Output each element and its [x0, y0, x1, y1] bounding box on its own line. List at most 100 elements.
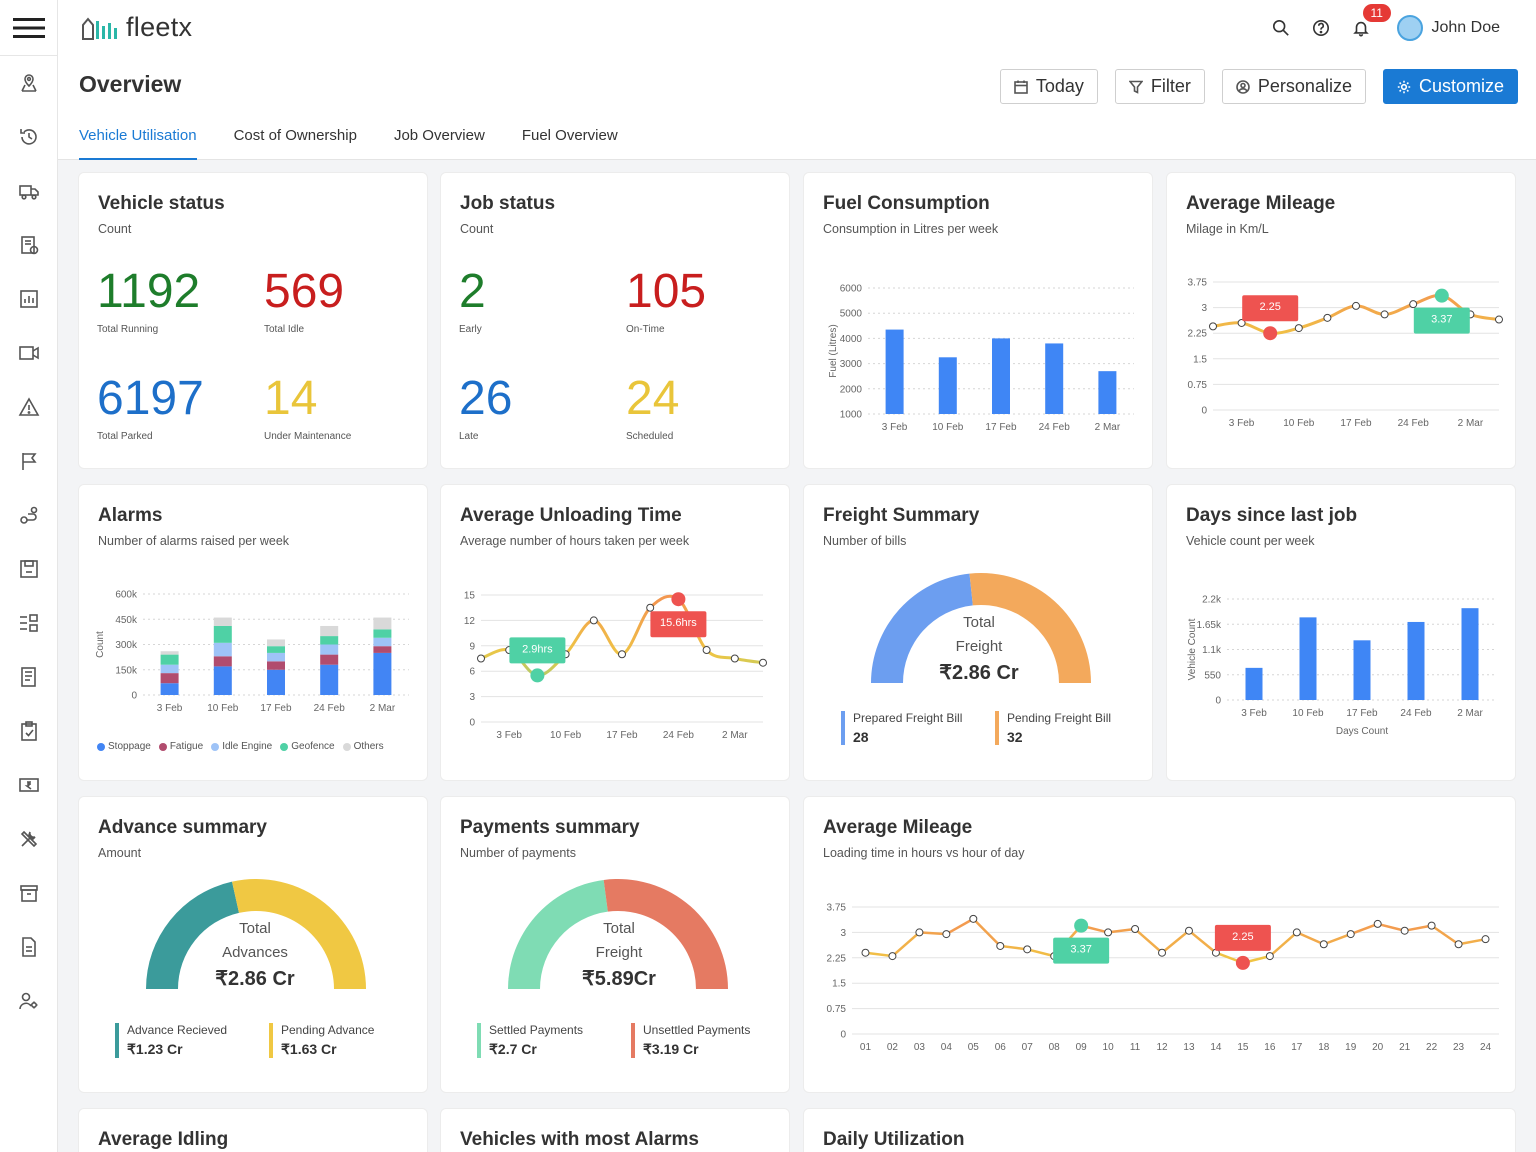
- map-pin-icon[interactable]: [0, 56, 58, 110]
- document-icon[interactable]: [0, 650, 58, 704]
- legend-item[interactable]: Idle Engine: [211, 741, 272, 752]
- personalize-button[interactable]: Personalize: [1221, 69, 1366, 104]
- x-tick-label: 2 Mar: [1458, 418, 1484, 429]
- average-mileage-hourly-card[interactable]: Average Mileage Loading time in hours vs…: [803, 796, 1516, 1093]
- bar-segment: [160, 673, 179, 684]
- daily-utilization-card[interactable]: Daily Utilization: [803, 1108, 1516, 1152]
- legend-item[interactable]: Others: [342, 741, 384, 752]
- gauge-total: ₹5.89Cr: [582, 968, 656, 990]
- advance-summary-card[interactable]: Advance summary Amount Total Advances ₹2…: [78, 796, 428, 1093]
- tab-job-overview[interactable]: Job Overview: [393, 127, 485, 144]
- average-idling-card[interactable]: Average Idling: [78, 1108, 428, 1152]
- data-point: [1265, 952, 1274, 961]
- page-title: Overview: [79, 71, 182, 97]
- notification-badge: 11: [1362, 4, 1391, 22]
- unloading-chart: 0 3 6 9 12 15 2.9hrs 15.6hrs 3 Feb 10 Feb 17 Feb 24…: [464, 591, 767, 741]
- x-tick-label: 17 Feb: [260, 703, 292, 714]
- user-settings-icon[interactable]: [0, 974, 58, 1028]
- series-line-segment: [972, 917, 1002, 947]
- stat-on-time[interactable]: 105 On-Time: [626, 268, 706, 336]
- clipboard-check-icon[interactable]: [0, 704, 58, 758]
- data-point: [1292, 928, 1301, 937]
- menu-icon[interactable]: [0, 0, 58, 56]
- tab-fuel-overview[interactable]: Fuel Overview: [521, 127, 618, 144]
- stat-scheduled[interactable]: 24 Scheduled: [626, 375, 679, 443]
- rupee-icon[interactable]: [0, 758, 58, 812]
- search-icon[interactable]: [1261, 10, 1301, 46]
- tooltip-value: 3.37: [1070, 944, 1091, 956]
- days-since-last-job-card[interactable]: Days since last job Vehicle count per we…: [1166, 484, 1516, 781]
- average-mileage-card[interactable]: Average Mileage Milage in Km/L 0 0.75 1.5 2…: [1166, 172, 1516, 469]
- filter-button[interactable]: Filter: [1114, 69, 1205, 104]
- user-menu[interactable]: John Doe: [1396, 15, 1500, 41]
- bar-segment: [213, 656, 232, 667]
- data-point: [1323, 313, 1332, 322]
- stat-label: Early: [459, 324, 482, 335]
- payments-summary-card[interactable]: Payments summary Number of payments Tota…: [440, 796, 790, 1093]
- tab-vehicle-utilisation[interactable]: Vehicle Utilisation: [79, 124, 197, 160]
- data-point: [969, 914, 978, 923]
- filter-label: Filter: [1150, 76, 1191, 96]
- fuel-consumption-card[interactable]: Fuel Consumption Consumption in Litres p…: [803, 172, 1153, 469]
- y-tick-label: 550: [1204, 670, 1221, 681]
- today-button[interactable]: Today: [999, 69, 1098, 104]
- alarms-legend: Stoppage Fatigue Idle Engine Geofence Others: [97, 741, 384, 752]
- legend-label: Others: [353, 741, 384, 752]
- freight-summary-card[interactable]: Freight Summary Number of bills Total Fr…: [803, 484, 1153, 781]
- y-tick-label: 0: [840, 1030, 846, 1041]
- bar-segment: [267, 639, 285, 647]
- tooltip-value: 2.25: [1259, 301, 1280, 313]
- history-icon[interactable]: [0, 110, 58, 164]
- vehicles-most-alarms-card[interactable]: Vehicles with most Alarms: [440, 1108, 790, 1152]
- tools-icon[interactable]: [0, 812, 58, 866]
- y-tick-label: 0: [131, 691, 137, 702]
- y-axis-label: Count: [95, 631, 106, 658]
- legend-item[interactable]: Fatigue: [158, 741, 203, 752]
- stat-total-idle[interactable]: 569 Total Idle: [264, 268, 344, 336]
- logo[interactable]: fleetx: [80, 12, 192, 43]
- x-tick-label: 04: [941, 1042, 953, 1053]
- report-icon[interactable]: [0, 218, 58, 272]
- tab-cost-of-ownership[interactable]: Cost of Ownership: [233, 127, 357, 144]
- stat-under-maintenance[interactable]: 14 Under Maintenance: [264, 375, 351, 443]
- archive-icon[interactable]: [0, 866, 58, 920]
- stat-total-running[interactable]: 1192 Total Running: [97, 268, 200, 336]
- x-tick-label: 10 Feb: [207, 703, 239, 714]
- truck-icon[interactable]: [0, 164, 58, 218]
- bar-chart-icon[interactable]: [0, 272, 58, 326]
- stat-label: Late: [459, 431, 479, 442]
- y-tick-label: 12: [464, 616, 476, 627]
- y-tick-label: 4000: [840, 334, 863, 345]
- legend-item[interactable]: Geofence: [280, 741, 335, 752]
- customize-button[interactable]: Customize: [1382, 69, 1518, 104]
- y-tick-label: 2.25: [827, 953, 847, 964]
- layout-icon[interactable]: [0, 596, 58, 650]
- vehicle-status-card[interactable]: Vehicle status Count 1192 Total Running …: [78, 172, 428, 469]
- stat-early[interactable]: 2 Early: [459, 268, 486, 336]
- series-line-segment: [1458, 937, 1486, 946]
- alarms-card[interactable]: Alarms Number of alarms raised per week …: [78, 484, 428, 781]
- save-icon[interactable]: [0, 542, 58, 596]
- help-icon[interactable]: [1301, 10, 1341, 46]
- legend-dot: [97, 742, 105, 751]
- job-status-card[interactable]: Job status Count 2 Early 105 On-Time 26 …: [440, 172, 790, 469]
- y-tick-label: 0: [469, 718, 475, 729]
- alert-icon[interactable]: [0, 380, 58, 434]
- route-icon[interactable]: [0, 488, 58, 542]
- file-icon[interactable]: [0, 920, 58, 974]
- days-chart: 0 550 1.1k 1.65k 2.2k 3 Feb 10 Feb 17 Feb 24 Feb…: [1187, 595, 1497, 737]
- x-tick-label: 17 Feb: [985, 422, 1017, 433]
- gauge-segment: [603, 879, 728, 989]
- y-tick-label: 300k: [115, 640, 138, 651]
- flag-icon[interactable]: [0, 434, 58, 488]
- card-title: Average Mileage: [823, 817, 973, 838]
- legend-item[interactable]: Stoppage: [97, 741, 151, 752]
- alarms-chart: 0 150k 300k 450k 600k 3 Feb 10 Feb 17 Feb 24 Feb…: [95, 590, 409, 714]
- x-tick-label: 10 Feb: [1283, 418, 1315, 429]
- notification-bell-icon[interactable]: 11: [1341, 4, 1391, 46]
- stat-total-parked[interactable]: 6197 Total Parked: [97, 375, 204, 443]
- header-actions: Today Filter Personalize Customize: [999, 69, 1518, 104]
- stat-late[interactable]: 26 Late: [459, 375, 512, 443]
- unloading-time-card[interactable]: Average Unloading Time Average number of…: [440, 484, 790, 781]
- video-icon[interactable]: [0, 326, 58, 380]
